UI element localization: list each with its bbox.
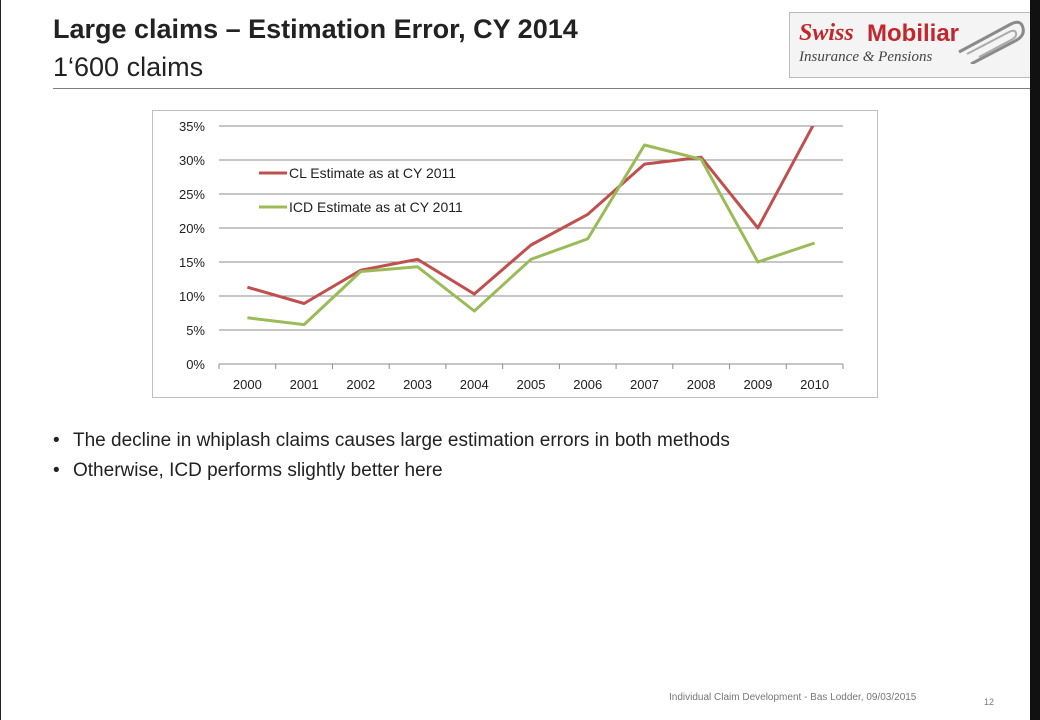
paperclip-icon xyxy=(958,20,1025,64)
bullet-icon: • xyxy=(53,430,60,451)
logo-background xyxy=(789,12,1031,78)
x-tick-label: 2010 xyxy=(800,377,829,392)
x-tick-label: 2009 xyxy=(743,377,772,392)
slide-subtitle: 1‘600 claims xyxy=(53,52,204,82)
bullet-text: The decline in whiplash claims causes la… xyxy=(73,430,730,451)
bullet-text: Otherwise, ICD performs slightly better … xyxy=(73,460,443,481)
title-divider xyxy=(53,88,1031,89)
window-edge xyxy=(1030,0,1040,720)
x-tick-label: 2003 xyxy=(403,377,432,392)
company-logo: Swiss Mobiliar Insurance & Pensions xyxy=(789,12,1031,78)
slide-title: Large claims – Estimation Error, CY 2014 xyxy=(53,14,578,44)
footer-text: Individual Claim Development - Bas Lodde… xyxy=(669,692,917,703)
x-tick-label: 2008 xyxy=(687,377,716,392)
line-chart: 0% 5% 10% 15% 20% 25% 30% 35% 2000 2001 2002 2003 20… xyxy=(179,119,844,392)
bullet-list: • The decline in whiplash claims causes l… xyxy=(53,430,730,490)
x-tick-label: 2005 xyxy=(517,377,546,392)
logo-tagline: Insurance & Pensions xyxy=(799,49,933,65)
y-tick-label: 5% xyxy=(186,323,205,338)
y-tick-label: 0% xyxy=(186,357,205,372)
bullet-item: • Otherwise, ICD performs slightly better… xyxy=(53,460,730,482)
x-tick-label: 2006 xyxy=(573,377,602,392)
x-tick-label: 2007 xyxy=(630,377,659,392)
bullet-item: • The decline in whiplash claims causes l… xyxy=(53,430,730,452)
y-tick-label: 10% xyxy=(179,289,205,304)
logo-wordmark-swiss: Swiss xyxy=(799,20,854,46)
x-tick-label: 2001 xyxy=(290,377,319,392)
y-tick-label: 30% xyxy=(179,153,205,168)
page-number: 12 xyxy=(984,697,995,707)
y-tick-label: 15% xyxy=(179,255,205,270)
y-tick-label: 20% xyxy=(179,221,205,236)
legend-label: ICD Estimate as at CY 2011 xyxy=(289,199,463,215)
x-tick-label: 2002 xyxy=(346,377,375,392)
x-tick-label: 2000 xyxy=(233,377,262,392)
chart-frame: 0% 5% 10% 15% 20% 25% 30% 35% 2000 2001 2002 2003 20… xyxy=(152,110,878,398)
legend-label: CL Estimate as at CY 2011 xyxy=(289,165,456,181)
logo-wordmark-mobiliar: Mobiliar xyxy=(867,20,960,47)
bullet-icon: • xyxy=(53,460,60,481)
y-tick-label: 25% xyxy=(179,187,205,202)
y-tick-label: 35% xyxy=(179,119,205,134)
x-tick-label: 2004 xyxy=(460,377,489,392)
